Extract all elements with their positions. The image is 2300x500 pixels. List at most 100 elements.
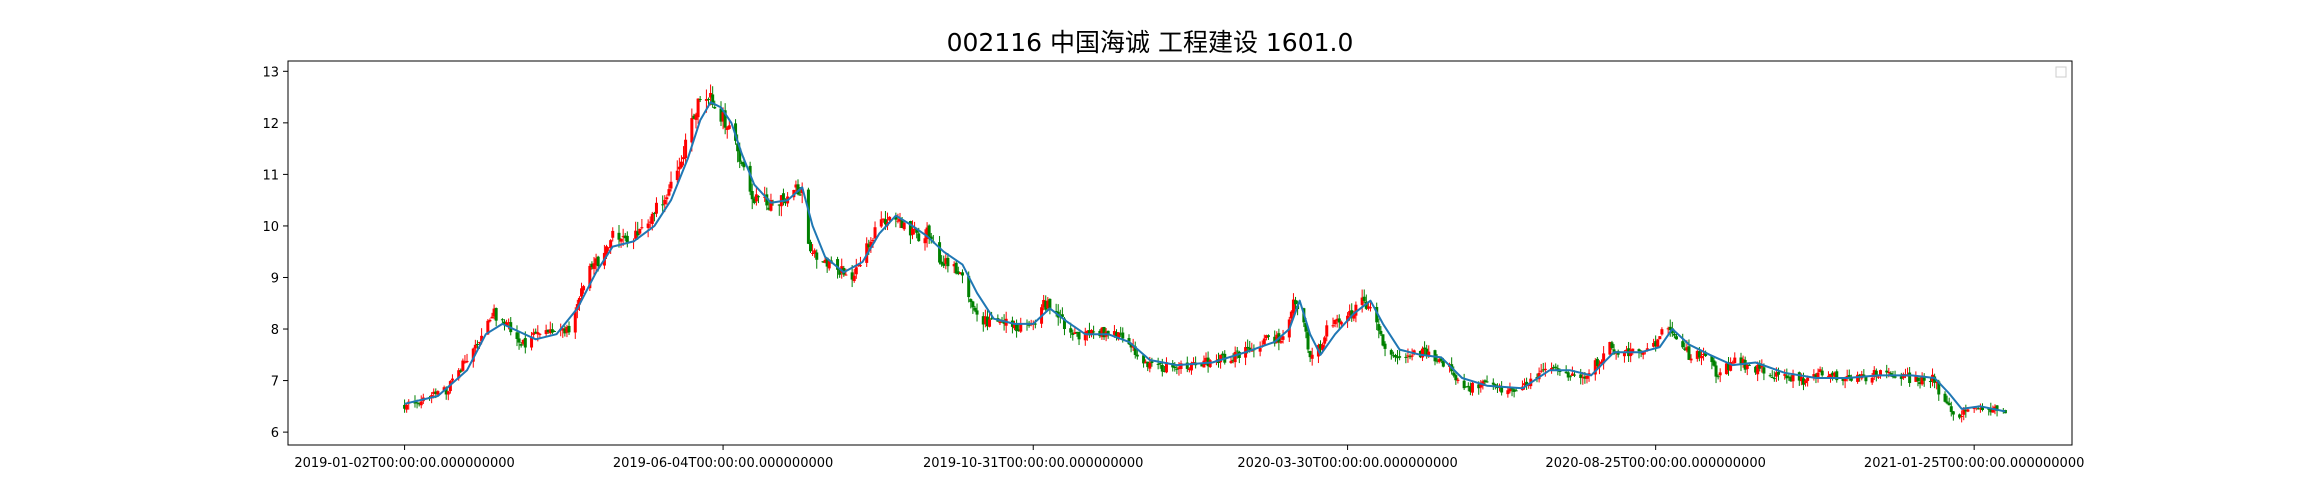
candle-body (1090, 330, 1094, 335)
candle-body (1279, 341, 1283, 343)
candle-body (1593, 360, 1597, 375)
candle-body (442, 387, 446, 391)
candle-body (952, 264, 956, 267)
candle-body (1826, 375, 1830, 377)
candle-body (1714, 365, 1718, 377)
candle-body (1514, 390, 1518, 392)
y-tick-label: 11 (262, 168, 279, 183)
candle-body (809, 241, 813, 252)
candle-body (563, 328, 567, 334)
candle-body (898, 218, 902, 222)
x-tick-label: 2020-03-30T00:00:00.000000000 (1237, 456, 1457, 471)
y-axis: 6 7 8 9 10 11 12 13 (262, 65, 288, 441)
candle-body (646, 223, 650, 228)
candle-body (742, 162, 746, 168)
candle-body (942, 263, 946, 266)
candle-body (769, 200, 773, 211)
candle-body (723, 110, 727, 128)
candle-body (836, 259, 840, 270)
candle-body (1379, 330, 1383, 335)
candle-body (1102, 326, 1106, 338)
candle-body (1829, 373, 1833, 378)
candle-body (1966, 409, 1970, 412)
candle-body (1835, 371, 1839, 381)
candle-body (1949, 406, 1953, 412)
candle-body (694, 114, 698, 120)
candle-body (582, 286, 586, 291)
candle-body (756, 196, 760, 198)
candle-body (1087, 330, 1091, 336)
candle-body (444, 388, 448, 395)
candle-body (1729, 362, 1733, 371)
candle-body (1683, 348, 1687, 350)
candle-body (650, 213, 654, 224)
candle-body (580, 288, 584, 297)
candle-body (1710, 355, 1714, 363)
candle-body (1672, 334, 1676, 336)
candle-body (640, 227, 644, 229)
candle-body (675, 170, 679, 181)
candle-body (1017, 329, 1021, 332)
candle-body (813, 250, 817, 254)
candle-body (1500, 386, 1504, 393)
candle-body (552, 331, 556, 333)
candle-body (519, 344, 523, 346)
candle-body (465, 360, 469, 363)
candle-body (1121, 332, 1125, 339)
candle-body (954, 262, 958, 274)
candle-body (1421, 348, 1425, 358)
candle-body (1670, 328, 1674, 334)
candle-body (1716, 376, 1720, 378)
candle-body (981, 316, 985, 325)
candle-body (990, 318, 994, 320)
candle-body (883, 219, 887, 225)
candle-body (1893, 376, 1897, 378)
candle-body (1937, 381, 1941, 395)
candle-body (696, 98, 700, 118)
candle-body (434, 391, 438, 394)
candle-body (1187, 368, 1191, 371)
candle-body (1947, 403, 1951, 406)
candle-body (1221, 353, 1225, 356)
candle-body (1608, 342, 1612, 355)
candle-body (709, 93, 713, 98)
candle-body (896, 220, 900, 222)
candle-body (663, 199, 667, 205)
candle-body (781, 193, 785, 200)
candle-body (502, 321, 506, 324)
candle-body (1248, 347, 1252, 352)
candle-body (1148, 362, 1152, 369)
candle-body (1219, 354, 1223, 363)
candle-body (1452, 372, 1456, 376)
candle-body (913, 228, 917, 230)
candle-body (480, 335, 484, 342)
candle-body (1818, 369, 1822, 373)
candle-body (1391, 355, 1395, 357)
candle-body (1914, 376, 1918, 382)
candle-body (652, 213, 656, 215)
candle-body (1281, 336, 1285, 340)
candle-body (706, 98, 710, 100)
candle-body (1922, 375, 1926, 381)
candle-body (873, 227, 877, 239)
candle-body (515, 332, 519, 339)
candle-body (721, 112, 725, 122)
candle-body (1331, 325, 1335, 327)
candle-body (478, 342, 482, 344)
candle-body (725, 127, 729, 130)
candle-body (1354, 304, 1358, 316)
candle-body (1506, 390, 1510, 395)
candle-body (636, 231, 640, 236)
candle-body (1404, 356, 1408, 358)
candle-body (654, 202, 658, 214)
candle-body (940, 261, 944, 265)
candle-body (1308, 351, 1312, 358)
candle-body (838, 269, 842, 275)
candle-body (1525, 381, 1529, 386)
candle-body (988, 319, 992, 327)
candle-body (867, 244, 871, 248)
candle-body (698, 99, 702, 101)
candle-body (1951, 411, 1955, 415)
candle-body (1820, 370, 1824, 376)
candle-body (1179, 363, 1183, 369)
